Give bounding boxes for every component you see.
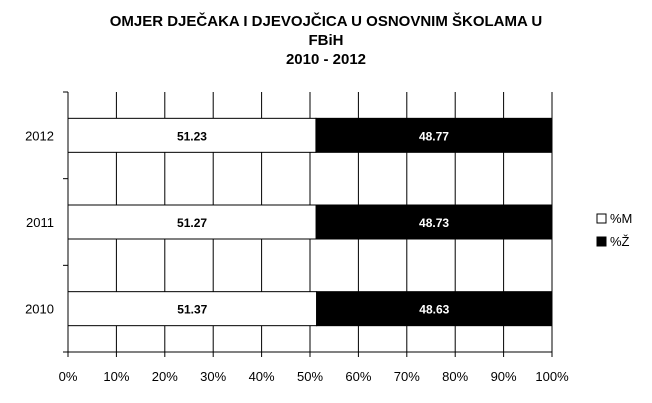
chart-title-line-3: 2010 - 2012 (285, 51, 367, 68)
x-tick-label: 50% (297, 369, 323, 384)
chart-title: OMJER DJEČAKA I DJEVOJČICA U OSNOVNIM ŠK… (0, 12, 652, 69)
data-label: 51.37 (177, 303, 207, 317)
chart-title-line-2: FBiH (308, 32, 344, 49)
legend: %M %Ž (596, 211, 632, 249)
x-tick-label: 60% (345, 369, 371, 384)
x-tick-label: 70% (394, 369, 420, 384)
bar-segment-z (316, 291, 553, 327)
data-label: 48.63 (419, 303, 449, 317)
bar-segment-m (67, 117, 317, 153)
bar-segment-m (67, 204, 317, 240)
y-category-label: 2011 (26, 215, 54, 230)
x-tick-label: 10% (103, 369, 129, 384)
x-tick-label: 100% (535, 369, 569, 384)
legend-label: %M (610, 211, 632, 226)
x-tick-label: 20% (152, 369, 178, 384)
bar-segment-z (315, 117, 553, 153)
y-category-label: 2010 (25, 302, 54, 317)
data-label: 51.23 (177, 129, 207, 143)
x-tick-label: 80% (442, 369, 468, 384)
x-tick-label: 0% (59, 369, 78, 384)
data-label: 48.77 (419, 129, 449, 143)
legend-swatch (596, 213, 607, 224)
x-tick-label: 90% (491, 369, 517, 384)
bars (67, 117, 553, 327)
data-label: 48.73 (419, 216, 449, 230)
legend-swatch (596, 236, 607, 247)
bar-segment-m (67, 291, 318, 327)
x-tick-label: 30% (200, 369, 226, 384)
data-labels: 51.23 48.77 51.27 48.73 51.37 48.63 (177, 129, 450, 316)
bar-segment-z (315, 204, 553, 240)
data-label: 51.27 (177, 216, 207, 230)
chart-title-line-1: OMJER DJEČAKA I DJEVOJČICA U OSNOVNIM ŠK… (109, 13, 543, 30)
y-category-label: 2012 (25, 128, 54, 143)
legend-label: %Ž (610, 234, 630, 249)
x-tick-label: 40% (249, 369, 275, 384)
